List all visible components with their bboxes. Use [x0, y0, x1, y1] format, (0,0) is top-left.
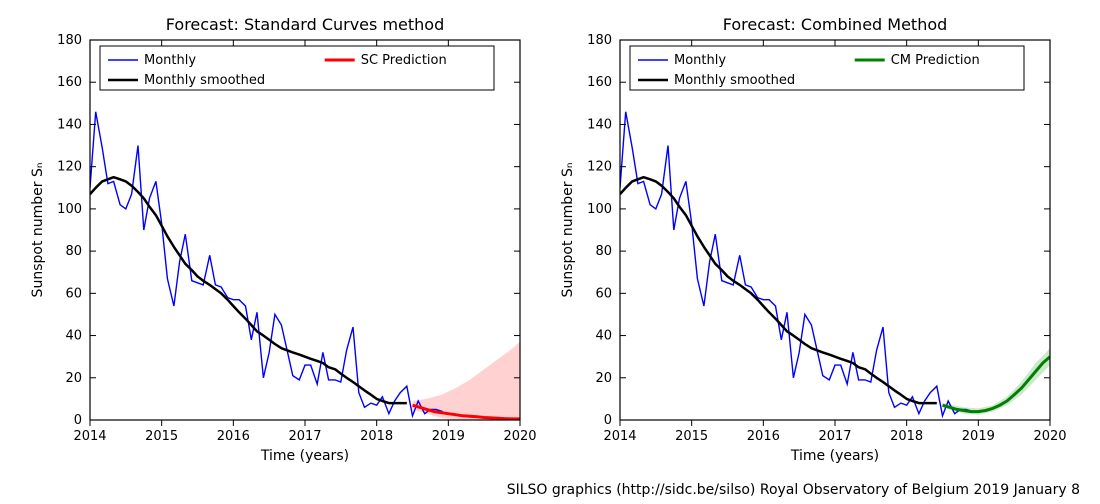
svg-text:100: 100: [57, 202, 82, 217]
svg-text:2017: 2017: [288, 429, 321, 444]
svg-text:CM Prediction: CM Prediction: [891, 53, 980, 68]
svg-text:2020: 2020: [1033, 429, 1066, 444]
svg-text:2018: 2018: [890, 429, 923, 444]
svg-text:2014: 2014: [73, 429, 106, 444]
svg-text:20: 20: [65, 371, 82, 386]
svg-text:2017: 2017: [818, 429, 851, 444]
svg-text:2019: 2019: [962, 429, 995, 444]
svg-text:2019: 2019: [432, 429, 465, 444]
svg-text:2018: 2018: [360, 429, 393, 444]
svg-text:80: 80: [595, 244, 612, 259]
chart-svg: 2014 2015 2016 2017 2018 2019 2020 0 20 40 60 80 100…: [0, 0, 1100, 500]
svg-text:2015: 2015: [675, 429, 708, 444]
svg-text:0: 0: [604, 413, 612, 428]
svg-text:Sunspot number Sₙ: Sunspot number Sₙ: [30, 163, 46, 298]
svg-text:SC Prediction: SC Prediction: [361, 53, 447, 68]
figure: 2014 2015 2016 2017 2018 2019 2020 0 20 40 60 80 100…: [0, 0, 1100, 500]
svg-text:2016: 2016: [217, 429, 250, 444]
svg-text:160: 160: [57, 75, 82, 90]
svg-text:20: 20: [595, 371, 612, 386]
svg-text:100: 100: [587, 202, 612, 217]
legend: Monthly Monthly smoothed SC Prediction: [100, 46, 494, 90]
svg-text:Forecast: Standard Curves meth: Forecast: Standard Curves method: [166, 15, 444, 34]
svg-text:40: 40: [595, 329, 612, 344]
svg-text:Monthly smoothed: Monthly smoothed: [144, 73, 265, 88]
svg-text:40: 40: [65, 329, 82, 344]
svg-text:180: 180: [57, 33, 82, 48]
svg-text:60: 60: [595, 286, 612, 301]
panel-left: 2014 2015 2016 2017 2018 2019 2020 0 20 40 60 80 100…: [30, 15, 537, 464]
legend: Monthly Monthly smoothed CM Prediction: [630, 46, 1024, 90]
svg-text:Forecast: Combined Method: Forecast: Combined Method: [723, 15, 948, 34]
footer-caption: SILSO graphics (http://sidc.be/silso) Ro…: [507, 482, 1080, 498]
svg-text:0: 0: [74, 413, 82, 428]
svg-text:180: 180: [587, 33, 612, 48]
svg-text:140: 140: [57, 117, 82, 132]
svg-text:2016: 2016: [747, 429, 780, 444]
svg-text:140: 140: [587, 117, 612, 132]
svg-text:Sunspot number Sₙ: Sunspot number Sₙ: [560, 163, 576, 298]
panel-right: 2014 2015 2016 2017 2018 2019 2020 0 20 40 60 80 100…: [560, 15, 1067, 464]
svg-text:160: 160: [587, 75, 612, 90]
svg-text:Monthly: Monthly: [674, 53, 726, 68]
svg-text:Time (years): Time (years): [260, 448, 349, 464]
svg-text:2020: 2020: [503, 429, 536, 444]
svg-text:Monthly: Monthly: [144, 53, 196, 68]
svg-text:Time (years): Time (years): [790, 448, 879, 464]
svg-text:120: 120: [57, 160, 82, 175]
svg-text:2015: 2015: [145, 429, 178, 444]
svg-text:Monthly smoothed: Monthly smoothed: [674, 73, 795, 88]
svg-text:60: 60: [65, 286, 82, 301]
svg-text:80: 80: [65, 244, 82, 259]
svg-text:2014: 2014: [603, 429, 636, 444]
svg-text:120: 120: [587, 160, 612, 175]
